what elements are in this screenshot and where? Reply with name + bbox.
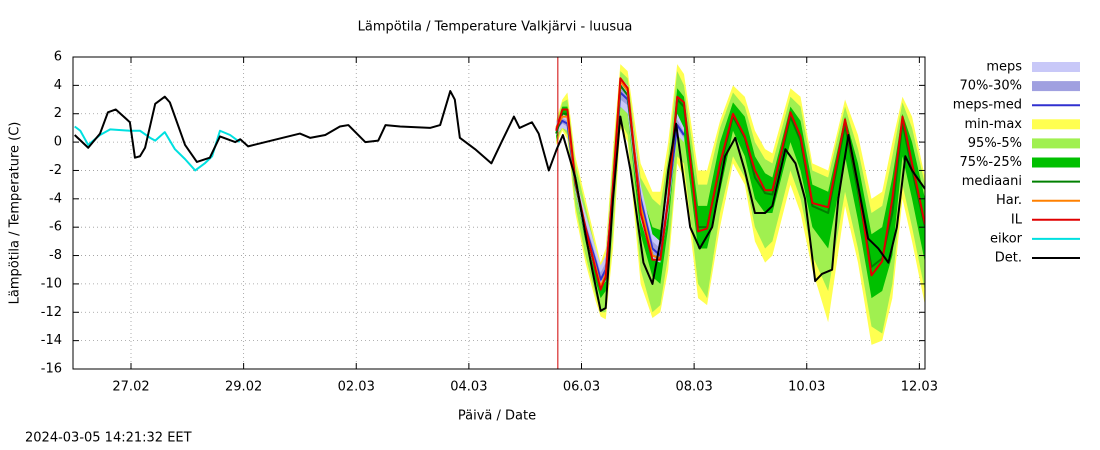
y-tick-label: -6 bbox=[49, 220, 62, 235]
x-tick-label: 12.03 bbox=[901, 380, 938, 395]
legend-label: 70%-30% bbox=[960, 79, 1022, 94]
band bbox=[556, 71, 925, 334]
axes: -16 -14 -12 -10 -8 -6 -4 -2 0 2 4 6 27.02 29.02 02.03 0… bbox=[41, 50, 938, 395]
legend-label: eikor bbox=[990, 231, 1023, 246]
x-axis-label: Päivä / Date bbox=[458, 409, 536, 424]
y-tick-label: 0 bbox=[54, 135, 62, 150]
chart-title: Lämpötila / Temperature Valkjärvi - luus… bbox=[358, 20, 633, 35]
line bbox=[74, 90, 925, 312]
y-tick-label: -10 bbox=[41, 276, 62, 291]
legend-label: meps bbox=[986, 60, 1022, 75]
x-tick-label: 04.03 bbox=[450, 380, 487, 395]
x-tick-label: 08.03 bbox=[676, 380, 713, 395]
timestamp: 2024-03-05 14:21:32 EET bbox=[25, 431, 192, 446]
y-axis-label: Lämpötila / Temperature (C) bbox=[8, 122, 23, 305]
legend-swatch bbox=[1032, 81, 1080, 92]
legend-swatch bbox=[1032, 119, 1080, 130]
x-tick-label: 06.03 bbox=[563, 380, 600, 395]
x-tick-label: 27.02 bbox=[112, 380, 149, 395]
legend-label: mediaani bbox=[962, 174, 1022, 189]
legend-label: Det. bbox=[995, 251, 1022, 266]
y-tick-label: -16 bbox=[41, 362, 62, 377]
y-tick-label: 2 bbox=[54, 106, 62, 121]
plot-frame bbox=[72, 56, 926, 370]
legend-swatch bbox=[1032, 62, 1080, 72]
legend-label: 95%-5% bbox=[968, 136, 1022, 151]
legend-label: 75%-25% bbox=[960, 155, 1022, 170]
y-tick-label: 4 bbox=[54, 78, 62, 93]
y-tick-label: 6 bbox=[54, 50, 62, 65]
legend-label: IL bbox=[1011, 212, 1023, 227]
y-tick-label: -8 bbox=[49, 248, 62, 263]
legend-label: meps-med bbox=[953, 98, 1022, 113]
legend-label: Har. bbox=[996, 193, 1022, 208]
y-tick-label: -12 bbox=[41, 305, 62, 320]
y-tick-label: -14 bbox=[41, 333, 62, 348]
y-tick-label: -2 bbox=[49, 163, 62, 178]
plot-area bbox=[74, 57, 925, 369]
y-tick-label: -4 bbox=[49, 191, 62, 206]
x-tick-label: 02.03 bbox=[338, 380, 375, 395]
legend: meps 70%-30% meps-med min-max 95%-5% 75%-25% m… bbox=[953, 60, 1080, 266]
legend-swatch bbox=[1032, 138, 1080, 149]
x-tick-label: 10.03 bbox=[788, 380, 825, 395]
legend-label: min-max bbox=[964, 117, 1022, 132]
legend-swatch bbox=[1032, 157, 1080, 168]
x-tick-label: 29.02 bbox=[225, 380, 262, 395]
